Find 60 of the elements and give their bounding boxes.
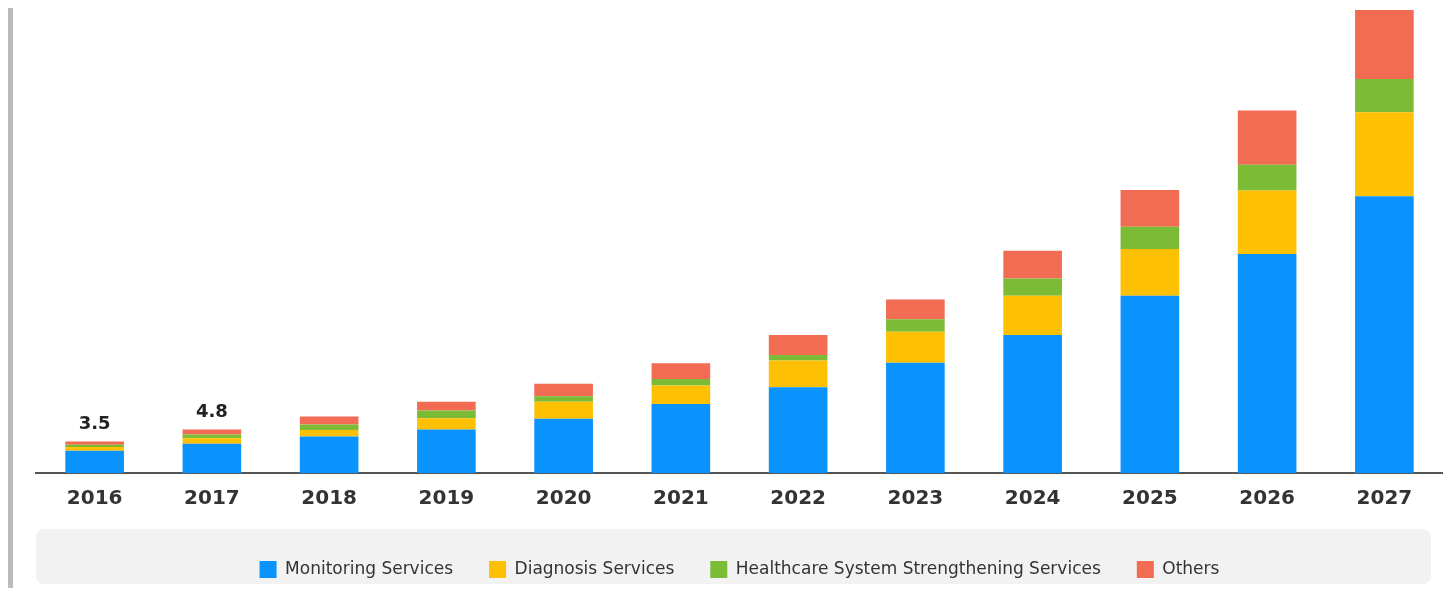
bar xyxy=(417,429,476,473)
bar xyxy=(534,401,593,419)
bar xyxy=(1120,226,1180,249)
x-tick-label: 2022 xyxy=(770,485,826,510)
annotation: 4.8 xyxy=(195,400,228,422)
bar xyxy=(1237,190,1297,254)
bar xyxy=(299,424,359,430)
bar xyxy=(768,387,828,473)
x-tick-label: 2020 xyxy=(535,485,592,510)
bar xyxy=(417,418,476,430)
bar xyxy=(417,401,476,411)
bar xyxy=(1003,335,1062,473)
x-tick-label: 2017 xyxy=(184,485,240,510)
bar xyxy=(1237,254,1297,473)
bar xyxy=(886,299,945,320)
bar xyxy=(768,335,828,355)
legend-label: Healthcare System Strengthening Services xyxy=(735,557,1101,578)
bar xyxy=(417,410,476,419)
bar xyxy=(1003,295,1062,336)
bar xyxy=(886,331,945,363)
x-tick-label: 2026 xyxy=(1239,485,1295,510)
bar xyxy=(886,319,945,332)
x-tick-label: 2019 xyxy=(418,485,475,510)
x-tick-label: 2018 xyxy=(301,485,357,510)
bar xyxy=(651,363,711,380)
bar xyxy=(651,385,711,405)
bar xyxy=(651,379,711,386)
bar xyxy=(651,404,711,473)
legend-label: Diagnosis Services xyxy=(514,557,675,578)
legend-label: Monitoring Services xyxy=(285,557,454,578)
bar xyxy=(1120,190,1180,227)
bar xyxy=(1355,10,1414,79)
legend-label: Others xyxy=(1162,557,1220,578)
bar xyxy=(1003,278,1062,296)
bar xyxy=(1120,248,1180,296)
annotation: 3.5 xyxy=(78,412,111,434)
bar xyxy=(65,450,124,473)
x-tick-label: 2023 xyxy=(887,485,944,510)
bar xyxy=(534,383,593,397)
bar xyxy=(534,418,593,473)
bar xyxy=(1355,196,1414,473)
x-tick-label: 2024 xyxy=(1004,485,1061,510)
bar xyxy=(299,436,359,473)
bar xyxy=(1237,110,1297,165)
x-tick-label: 2016 xyxy=(66,485,123,510)
x-tick-label: 2021 xyxy=(653,485,709,510)
bar xyxy=(1237,164,1297,191)
x-tick-label: 2027 xyxy=(1356,485,1413,510)
bar xyxy=(1355,78,1414,113)
bar xyxy=(1355,112,1414,197)
bar xyxy=(768,360,828,388)
bar xyxy=(534,396,593,402)
x-tick-label: 2025 xyxy=(1122,485,1178,510)
bar xyxy=(182,438,242,444)
bar xyxy=(182,429,242,435)
bar xyxy=(1003,250,1062,279)
bar xyxy=(1120,295,1180,473)
bar xyxy=(182,443,242,473)
bar xyxy=(886,362,945,473)
bar xyxy=(299,429,359,437)
